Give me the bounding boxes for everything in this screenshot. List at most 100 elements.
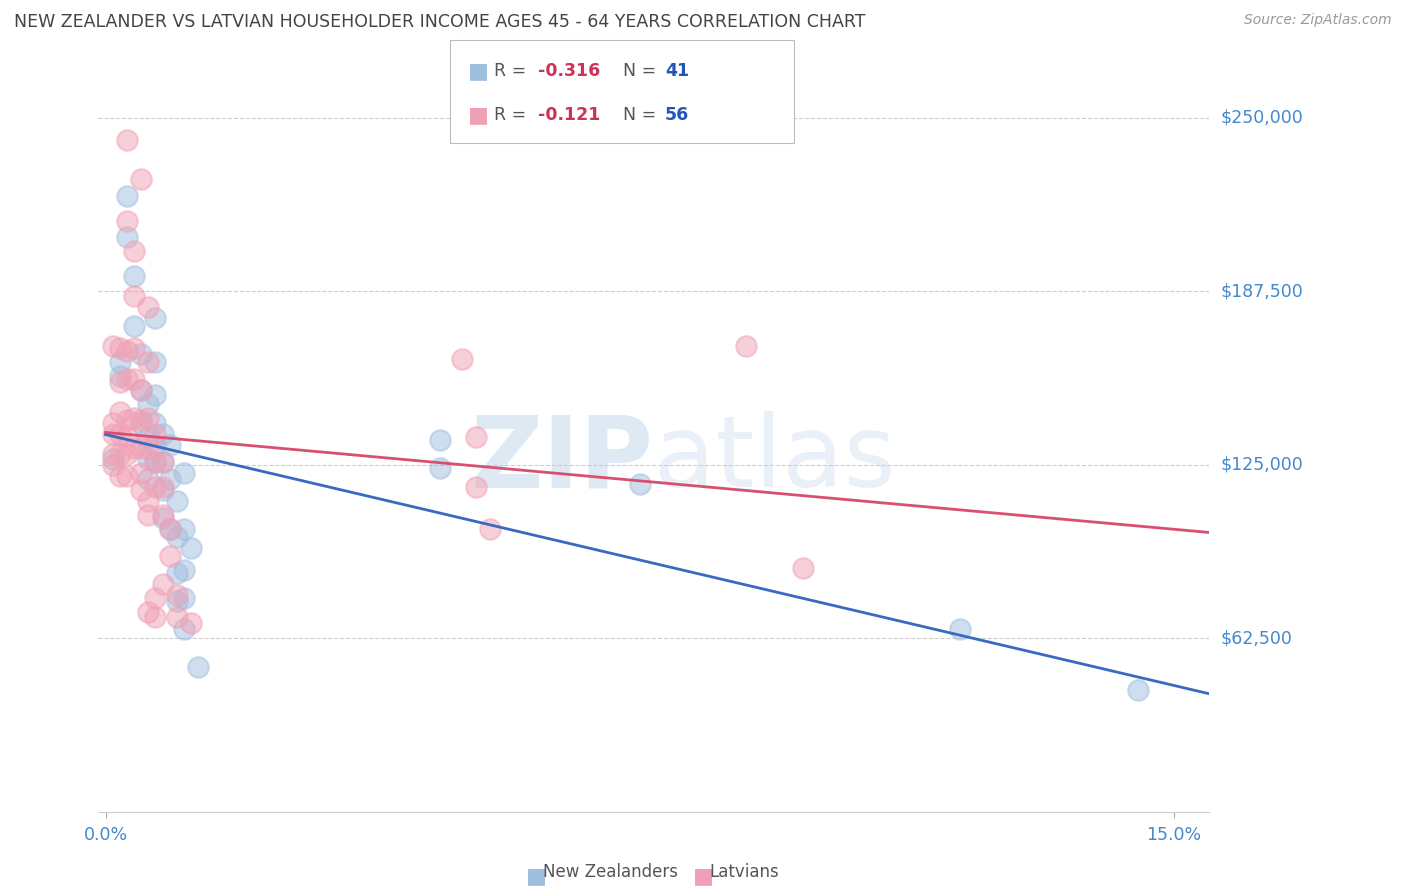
Point [429,460,451,475]
Text: ■: ■ [468,105,489,125]
Point [136,430,159,444]
Point [136,452,159,467]
Point [136,441,159,455]
Point [115,188,138,202]
Point [108,355,131,369]
Text: $125,000: $125,000 [1220,456,1303,474]
Point [145,388,167,402]
Point [115,413,138,427]
Text: $62,500: $62,500 [1220,629,1292,648]
Point [145,455,167,469]
Point [108,469,131,483]
Text: NEW ZEALANDER VS LATVIAN HOUSEHOLDER INCOME AGES 45 - 64 YEARS CORRELATION CHART: NEW ZEALANDER VS LATVIAN HOUSEHOLDER INC… [14,13,866,31]
Point [187,660,209,674]
Point [152,577,174,591]
Point [115,213,138,227]
Point [101,427,124,442]
Text: 41: 41 [665,62,689,79]
Point [136,397,159,411]
Point [129,466,152,480]
Point [145,438,167,452]
Point [129,416,152,430]
Point [159,472,181,486]
Point [115,230,138,244]
Point [1126,682,1149,697]
Text: ■: ■ [693,865,714,886]
Point [152,455,174,469]
Point [479,522,502,536]
Point [166,594,188,608]
Point [159,438,181,452]
Point [145,480,167,494]
Point [136,494,159,508]
Point [949,622,972,636]
Point [115,430,138,444]
Point [152,480,174,494]
Point [152,427,174,442]
Point [115,469,138,483]
Point [129,441,152,455]
Point [101,452,124,467]
Point [166,530,188,544]
Point [159,522,181,536]
Point [152,483,174,497]
Text: Latvians: Latvians [710,863,779,880]
Point [122,244,145,259]
Point [108,341,131,355]
Point [108,405,131,419]
Point [129,413,152,427]
Point [792,560,814,574]
Text: N =: N = [623,106,662,124]
Point [145,416,167,430]
Point [450,352,472,367]
Point [129,383,152,397]
Point [136,508,159,522]
Point [108,369,131,384]
Text: ■: ■ [526,865,547,886]
Text: ZIP: ZIP [471,411,654,508]
Point [628,477,651,491]
Point [173,466,195,480]
Point [129,383,152,397]
Point [136,300,159,314]
Point [166,588,188,602]
Point [101,458,124,472]
Point [173,622,195,636]
Point [115,447,138,461]
Point [166,566,188,580]
Point [166,610,188,624]
Point [145,591,167,605]
Point [136,472,159,486]
Point [159,549,181,564]
Point [180,615,202,630]
Point [122,319,145,334]
Point [180,541,202,555]
Point [136,605,159,619]
Point [145,355,167,369]
Point [108,447,131,461]
Point [136,410,159,425]
Text: $250,000: $250,000 [1220,109,1303,127]
Point [464,480,486,494]
Point [101,338,124,352]
Point [129,483,152,497]
Point [145,427,167,442]
Text: Source: ZipAtlas.com: Source: ZipAtlas.com [1244,13,1392,28]
Point [129,172,152,186]
Text: -0.121: -0.121 [538,106,600,124]
Point [464,430,486,444]
Text: atlas: atlas [654,411,896,508]
Point [173,522,195,536]
Text: ■: ■ [468,61,489,81]
Point [115,344,138,359]
Point [101,416,124,430]
Point [166,494,188,508]
Point [108,375,131,389]
Point [152,455,174,469]
Text: -0.316: -0.316 [538,62,600,79]
Point [115,372,138,386]
Text: $187,500: $187,500 [1220,283,1303,301]
Point [136,355,159,369]
Point [122,410,145,425]
Text: 56: 56 [665,106,689,124]
